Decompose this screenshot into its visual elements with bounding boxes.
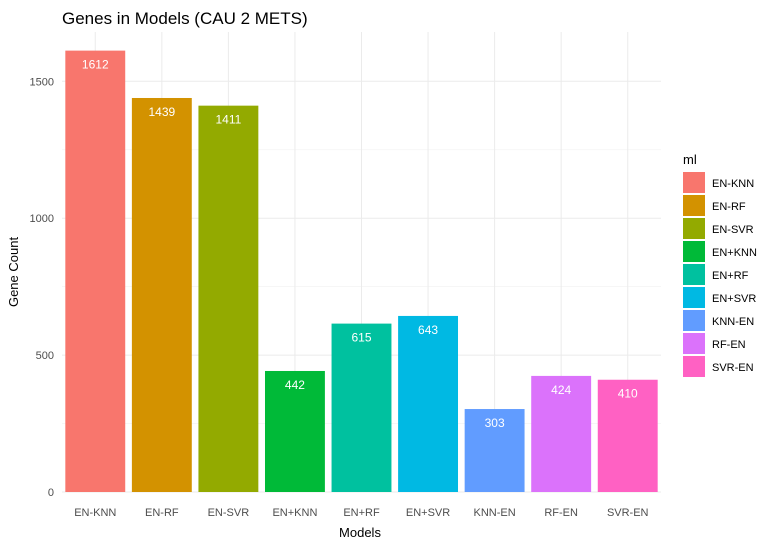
bar-value-label: 424 [551,383,571,397]
bar-value-label: 442 [285,378,305,392]
legend-key-swatch [683,195,705,216]
legend-entry-label: EN-KNN [712,178,754,190]
bar-value-label: 1612 [82,58,109,72]
legend-key-swatch [683,241,705,262]
bar-value-label: 643 [418,323,438,337]
legend-entry-label: EN+KNN [712,247,757,259]
bar [198,105,259,493]
chart-title: Genes in Models (CAU 2 METS) [62,9,308,28]
y-tick-label: 0 [48,487,54,499]
legend-key-swatch [683,356,705,377]
legend: ml EN-KNN EN-RF EN-SVR EN+KNN EN+RF EN+SVR KNN-… [683,152,757,377]
bar [264,370,325,492]
bar-value-label: 1439 [148,105,175,119]
y-tick-label: 1000 [30,213,54,225]
legend-entry-label: RF-EN [712,339,746,351]
bar [398,315,459,492]
legend-entry-label: EN-SVR [712,224,754,236]
y-axis-title: Gene Count [6,237,21,307]
bar-value-label: 410 [618,387,638,401]
y-tick-label: 500 [36,350,54,362]
bar [531,375,592,492]
legend-entry-label: SVR-EN [712,362,754,374]
legend-key-swatch [683,310,705,331]
x-axis: EN-KNN EN-RF EN-SVR EN+KNN EN+RF EN+SVR KNN-EN… [74,507,648,519]
x-tick-label: SVR-EN [607,507,649,519]
legend-key-swatch [683,172,705,193]
bar-value-label: 615 [351,331,371,345]
x-axis-title: Models [339,525,381,540]
legend-key-swatch [683,333,705,354]
bar [464,409,525,492]
bar-value-label: 303 [485,416,505,430]
legend-key-swatch [683,218,705,239]
x-tick-label: RF-EN [544,507,578,519]
legend-entry-label: EN-RF [712,201,746,213]
x-tick-label: EN-SVR [208,507,250,519]
x-tick-label: KNN-EN [474,507,516,519]
y-tick-label: 1500 [30,76,54,88]
legend-entry-label: KNN-EN [712,316,754,328]
x-tick-label: EN-RF [145,507,179,519]
bars [65,50,658,493]
bar [65,50,126,492]
bar-value-label: 1411 [215,113,241,127]
x-tick-label: EN+SVR [406,507,450,519]
legend-entry-label: EN+SVR [712,293,756,305]
legend-key-swatch [683,264,705,285]
bar [331,323,392,492]
x-tick-label: EN+RF [343,507,380,519]
legend-title: ml [683,152,697,167]
data-labels: 1612 1439 1411 442 615 643 303 424 410 [82,58,638,430]
y-axis: 0 500 1000 1500 [30,76,54,499]
bar [131,97,192,492]
legend-entry-label: EN+RF [712,270,749,282]
legend-key-swatch [683,287,705,308]
x-tick-label: EN+KNN [272,507,317,519]
bar [597,379,658,492]
x-tick-label: EN-KNN [74,507,116,519]
